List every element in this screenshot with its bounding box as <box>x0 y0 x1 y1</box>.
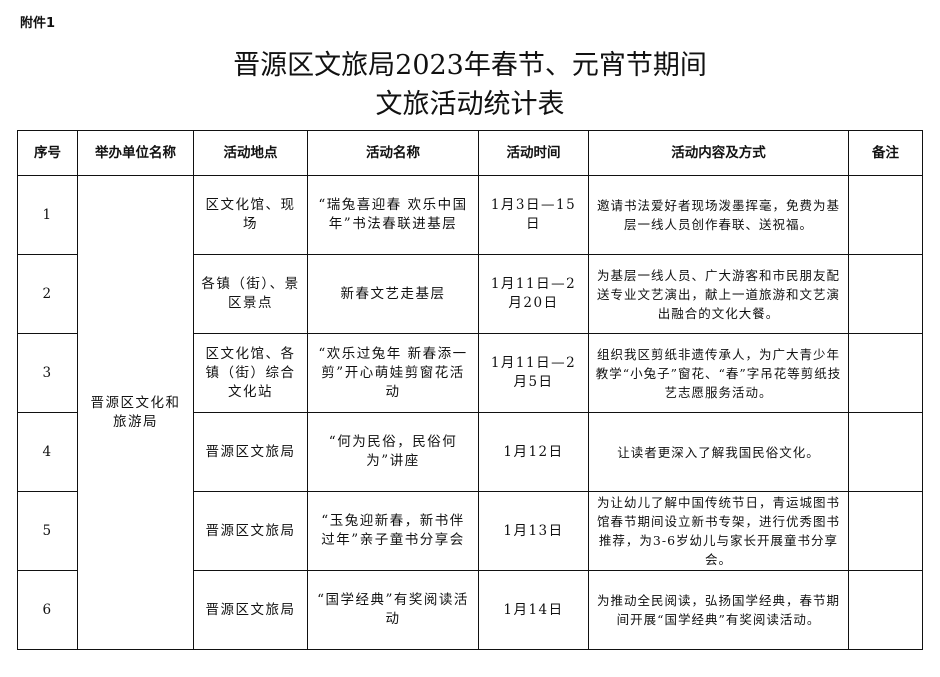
organizer-cell: 晋源区文化和旅游局 <box>77 175 194 650</box>
location-cell: 晋源区文旅局 <box>193 491 308 571</box>
header-organizer: 举办单位名称 <box>77 130 194 176</box>
header-no: 序号 <box>17 130 78 176</box>
location-cell: 区文化馆、现场 <box>193 175 308 255</box>
header-time: 活动时间 <box>478 130 589 176</box>
activity-content-cell: 为让幼儿了解中国传统节日，青运城图书馆春节期间设立新书专架，进行优秀图书推荐，为… <box>588 491 849 571</box>
activity-content-cell: 为推动全民阅读，弘扬国学经典，春节期间开展“国学经典”有奖阅读活动。 <box>588 570 849 650</box>
location-cell: 各镇（街）、景区景点 <box>193 254 308 334</box>
location-cell: 晋源区文旅局 <box>193 412 308 492</box>
row-number: 2 <box>17 254 78 334</box>
table-header-row: 序号 举办单位名称 活动地点 活动名称 活动时间 活动内容及方式 备注 <box>17 130 923 176</box>
location-cell: 晋源区文旅局 <box>193 570 308 650</box>
row-number: 6 <box>17 570 78 650</box>
note-cell <box>848 254 923 334</box>
row-number: 3 <box>17 333 78 413</box>
activity-name-cell: 新春文艺走基层 <box>307 254 479 334</box>
activity-name-cell: “欢乐过兔年 新春添一剪”开心萌娃剪窗花活动 <box>307 333 479 413</box>
row-number: 5 <box>17 491 78 571</box>
header-name: 活动名称 <box>307 130 479 176</box>
activity-content-cell: 组织我区剪纸非遗传承人，为广大青少年教学“小兔子”窗花、“春”字吊花等剪纸技艺志… <box>588 333 849 413</box>
note-cell <box>848 175 923 255</box>
table-row: 3 区文化馆、各镇（街）综合文化站 “欢乐过兔年 新春添一剪”开心萌娃剪窗花活动 1月… <box>17 333 923 413</box>
location-cell: 区文化馆、各镇（街）综合文化站 <box>193 333 308 413</box>
activity-content-cell: 邀请书法爱好者现场泼墨挥毫，免费为基层一线人员创作春联、送祝福。 <box>588 175 849 255</box>
note-cell <box>848 412 923 492</box>
annex-label: 附件1 <box>20 16 56 31</box>
row-number: 4 <box>17 412 78 492</box>
note-cell <box>848 333 923 413</box>
activity-time-cell: 1月14日 <box>478 570 589 650</box>
header-location: 活动地点 <box>193 130 308 176</box>
activity-time-cell: 1月11日—2月20日 <box>478 254 589 334</box>
activity-name-cell: “何为民俗，民俗何为”讲座 <box>307 412 479 492</box>
note-cell <box>848 491 923 571</box>
activity-name-cell: “玉兔迎新春，新书伴过年”亲子童书分享会 <box>307 491 479 571</box>
activity-content-cell: 为基层一线人员、广大游客和市民朋友配送专业文艺演出，献上一道旅游和文艺演出融合的… <box>588 254 849 334</box>
table-row: 4 晋源区文旅局 “何为民俗，民俗何为”讲座 1月12日 让读者更深入了解我国民俗文化。 <box>17 412 923 492</box>
activity-content-cell: 让读者更深入了解我国民俗文化。 <box>588 412 849 492</box>
activity-time-cell: 1月3日—15日 <box>478 175 589 255</box>
table-row: 5 晋源区文旅局 “玉兔迎新春，新书伴过年”亲子童书分享会 1月13日 为让幼儿了解中国… <box>17 491 923 571</box>
activity-name-cell: “瑞兔喜迎春 欢乐中国年”书法春联进基层 <box>307 175 479 255</box>
header-content: 活动内容及方式 <box>588 130 849 176</box>
note-cell <box>848 570 923 650</box>
table-row: 1 晋源区文化和旅游局 区文化馆、现场 “瑞兔喜迎春 欢乐中国年”书法春联进基层 1月3… <box>17 175 923 650</box>
row-number: 1 <box>17 175 78 255</box>
activity-name-cell: “国学经典”有奖阅读活动 <box>307 570 479 650</box>
activity-table: 序号 举办单位名称 活动地点 活动名称 活动时间 活动内容及方式 备注 1 晋源区… <box>17 130 923 650</box>
table-row: 2 各镇（街）、景区景点 新春文艺走基层 1月11日—2月20日 为基层一线人员、广大游… <box>17 254 923 334</box>
activity-time-cell: 1月11日—2月5日 <box>478 333 589 413</box>
document-title-line2: 文旅活动统计表 <box>375 89 565 120</box>
header-note: 备注 <box>848 130 923 176</box>
table-row: 6 晋源区文旅局 “国学经典”有奖阅读活动 1月14日 为推动全民阅读，弘扬国学经典，春… <box>17 570 923 650</box>
document-title-line1: 晋源区文旅局2023年春节、元宵节期间 <box>233 50 707 81</box>
activity-time-cell: 1月13日 <box>478 491 589 571</box>
activity-time-cell: 1月12日 <box>478 412 589 492</box>
